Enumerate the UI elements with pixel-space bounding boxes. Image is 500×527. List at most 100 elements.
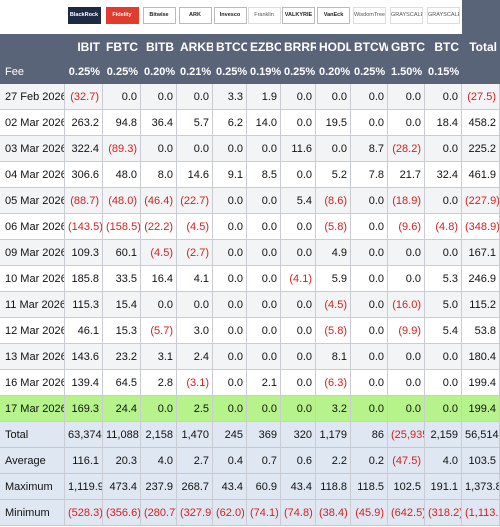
summary-cell: 118.5 bbox=[351, 474, 388, 500]
flow-cell: 0.0 bbox=[388, 370, 425, 396]
summary-cell: (74.8) bbox=[281, 500, 316, 526]
logo-cell: WisdomTree bbox=[351, 0, 388, 34]
flow-cell: 0.0 bbox=[425, 240, 462, 266]
summary-cell: 2,158 bbox=[141, 422, 177, 448]
flow-cell: 0.0 bbox=[281, 162, 316, 188]
flow-cell: 60.1 bbox=[103, 240, 141, 266]
summary-cell: 191.1 bbox=[425, 474, 462, 500]
flow-cell: 2.8 bbox=[141, 370, 177, 396]
summary-cell: 4.0 bbox=[425, 448, 462, 474]
flow-cell: (4.5) bbox=[316, 292, 351, 318]
flow-cell: 0.0 bbox=[213, 240, 247, 266]
flow-cell: (5.7) bbox=[141, 318, 177, 344]
flow-cell: 139.4 bbox=[65, 370, 103, 396]
flow-cell: 8.0 bbox=[141, 162, 177, 188]
summary-cell: 1,470 bbox=[177, 422, 213, 448]
summary-row: Maximum 1,119.9 473.4 237.9 268.7 43.4 60.9 43.… bbox=[0, 474, 500, 500]
summary-cell: (356.6) bbox=[103, 500, 141, 526]
date-cell: 12 Mar 2026 bbox=[0, 318, 65, 344]
summary-cell: (25,935) bbox=[388, 422, 425, 448]
flow-cell: 0.0 bbox=[281, 240, 316, 266]
flow-cell: 3.0 bbox=[177, 318, 213, 344]
date-cell: 05 Mar 2026 bbox=[0, 188, 65, 214]
table-row: 02 Mar 2026 263.2 94.8 36.4 5.7 6.2 14.0 0.0 19.… bbox=[0, 110, 500, 136]
flow-cell: 36.4 bbox=[141, 110, 177, 136]
summary-cell: 20.3 bbox=[103, 448, 141, 474]
flow-cell: 0.0 bbox=[388, 84, 425, 110]
fee-value: 0.20% bbox=[316, 59, 351, 84]
ticker-header: BRRR bbox=[281, 34, 316, 59]
summary-cell: 43.4 bbox=[213, 474, 247, 500]
flow-cell: 9.1 bbox=[213, 162, 247, 188]
flow-cell: 0.0 bbox=[388, 110, 425, 136]
flow-cell: 8.7 bbox=[351, 136, 388, 162]
ticker-header: BTC bbox=[425, 34, 462, 59]
flow-cell: 0.0 bbox=[247, 396, 281, 422]
flow-cell: 14.0 bbox=[247, 110, 281, 136]
flow-cell: 0.0 bbox=[388, 396, 425, 422]
flow-cell: (89.3) bbox=[103, 136, 141, 162]
flow-cell: 0.0 bbox=[425, 84, 462, 110]
summary-cell: (280.7) bbox=[141, 500, 177, 526]
flow-cell: 46.1 bbox=[65, 318, 103, 344]
row-total-cell: 199.4 bbox=[462, 370, 500, 396]
logo-cell: BlackRock bbox=[65, 0, 103, 34]
flow-cell: 0.0 bbox=[388, 240, 425, 266]
logo-total-cell bbox=[462, 0, 500, 34]
logo-cell: VanEck bbox=[316, 0, 351, 34]
flow-cell: 0.0 bbox=[103, 84, 141, 110]
summary-total-cell: 103.5 bbox=[462, 448, 500, 474]
invesco-logo: Invesco bbox=[213, 7, 247, 24]
summary-cell: 63,374 bbox=[65, 422, 103, 448]
table-row: 05 Mar 2026 (88.7) (48.0) (46.4) (22.7) 0.0 0.… bbox=[0, 188, 500, 214]
row-total-cell: 461.9 bbox=[462, 162, 500, 188]
flow-cell: 0.0 bbox=[351, 214, 388, 240]
fee-value: 0.25% bbox=[213, 59, 247, 84]
date-cell: 02 Mar 2026 bbox=[0, 110, 65, 136]
flow-cell: (6.3) bbox=[316, 370, 351, 396]
flow-cell: 0.0 bbox=[351, 344, 388, 370]
flow-cell: 6.2 bbox=[213, 110, 247, 136]
logo-cell: GRAYSCALE bbox=[425, 0, 462, 34]
logo-cell: Bitwise bbox=[141, 0, 177, 34]
table-row: 09 Mar 2026 109.3 60.1 (4.5) (2.7) 0.0 0.0 0.0 4… bbox=[0, 240, 500, 266]
logo-cell: ARK bbox=[177, 0, 213, 34]
flow-cell: 0.0 bbox=[247, 188, 281, 214]
flow-cell: (22.7) bbox=[177, 188, 213, 214]
flow-cell: 0.0 bbox=[351, 188, 388, 214]
row-total-cell: 246.9 bbox=[462, 266, 500, 292]
flow-cell: 5.4 bbox=[281, 188, 316, 214]
flow-cell: (28.2) bbox=[388, 136, 425, 162]
fee-value: 0.19% bbox=[247, 59, 281, 84]
flow-cell: 0.0 bbox=[247, 318, 281, 344]
summary-cell: 1,179 bbox=[316, 422, 351, 448]
flow-cell: 0.0 bbox=[351, 370, 388, 396]
flow-cell: (48.0) bbox=[103, 188, 141, 214]
flow-cell: 109.3 bbox=[65, 240, 103, 266]
flow-cell: 0.0 bbox=[141, 136, 177, 162]
logo-cell: Franklin bbox=[247, 0, 281, 34]
flow-cell: (4.1) bbox=[281, 266, 316, 292]
summary-total-cell: 56,514 bbox=[462, 422, 500, 448]
flow-cell: 0.0 bbox=[281, 110, 316, 136]
flow-cell: (5.8) bbox=[316, 318, 351, 344]
flow-cell: 0.0 bbox=[213, 396, 247, 422]
summary-cell: (528.3) bbox=[65, 500, 103, 526]
ticker-header: HODL bbox=[316, 34, 351, 59]
flow-cell: (9.9) bbox=[388, 318, 425, 344]
fee-label: Fee bbox=[0, 59, 65, 84]
summary-row: Average 116.1 20.3 4.0 2.7 0.4 0.7 0.6 2.2 0.2 (47… bbox=[0, 448, 500, 474]
flow-cell: 14.6 bbox=[177, 162, 213, 188]
table-row: 04 Mar 2026 306.6 48.0 8.0 14.6 9.1 8.5 0.0 5.2 7… bbox=[0, 162, 500, 188]
logo-corner bbox=[0, 0, 65, 34]
summary-cell: 2,159 bbox=[425, 422, 462, 448]
flow-cell: 0.0 bbox=[247, 292, 281, 318]
fee-value: 0.21% bbox=[177, 59, 213, 84]
summary-cell: 2.2 bbox=[316, 448, 351, 474]
flow-cell: 19.5 bbox=[316, 110, 351, 136]
flow-cell: 32.4 bbox=[425, 162, 462, 188]
flow-cell: 0.0 bbox=[425, 188, 462, 214]
flow-cell: 0.0 bbox=[281, 344, 316, 370]
flow-cell: 11.6 bbox=[281, 136, 316, 162]
flow-cell: 0.0 bbox=[425, 136, 462, 162]
